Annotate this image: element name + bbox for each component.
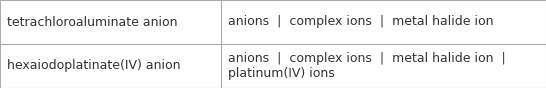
Text: anions  |  complex ions  |  metal halide ion  |
platinum(IV) ions: anions | complex ions | metal halide ion… [228,52,506,80]
Text: tetrachloroaluminate anion: tetrachloroaluminate anion [7,15,177,29]
Text: hexaiodoplatinate(IV) anion: hexaiodoplatinate(IV) anion [7,59,180,73]
Text: anions  |  complex ions  |  metal halide ion: anions | complex ions | metal halide ion [228,15,493,29]
